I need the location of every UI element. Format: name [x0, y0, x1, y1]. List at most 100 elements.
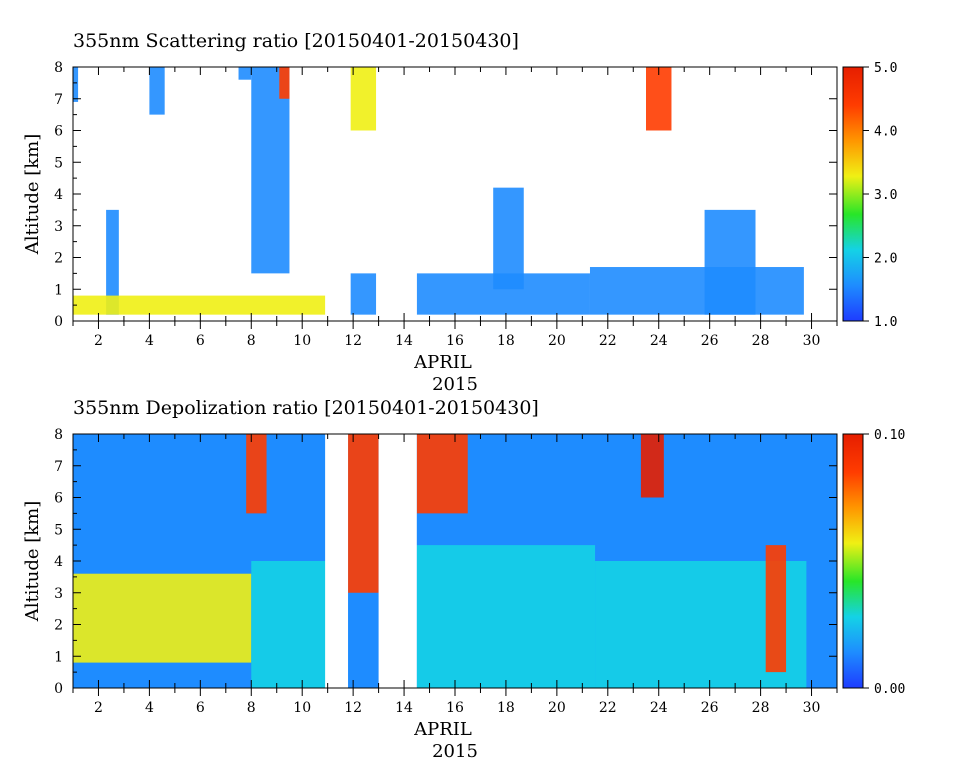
- depolization-ratio-xlabel: APRIL: [413, 719, 472, 740]
- colorbar-tick-label: 1.0: [874, 315, 897, 330]
- x-tick-label: 2: [94, 333, 103, 349]
- x-tick-label: 30: [803, 333, 821, 349]
- no-data-gap-1: [378, 434, 417, 688]
- x-tick-label: 4: [145, 333, 154, 349]
- x-tick-label: 28: [752, 333, 770, 349]
- x-tick-label: 6: [196, 333, 205, 349]
- x-tick-label: 22: [599, 333, 617, 349]
- x-tick-label: 26: [701, 333, 719, 349]
- scattering-ratio-x-ticks: 2 4 6 8 10 12 14 16 18 20 22 24 26 28 30: [72, 67, 838, 349]
- scattering-ratio-xlabel-year: 2015: [432, 374, 478, 395]
- colorbar-tick-label: 5.0: [874, 61, 897, 76]
- colorbar-tick-label: 4.0: [874, 125, 897, 140]
- x-tick-label: 10: [293, 700, 311, 716]
- x-tick-label: 24: [650, 333, 668, 349]
- depolization-ratio-ylabel: Altitude [km]: [22, 501, 43, 623]
- feature-cell-6: [350, 67, 377, 131]
- feature-cell-2: [251, 561, 328, 688]
- scattering-ratio-y-ticks: 0 1 2 3 4 5 6 7 8: [54, 60, 837, 330]
- colorbar-tick-label: 0.10: [874, 428, 905, 443]
- depolization-ratio-xlabel-year: 2015: [432, 741, 478, 762]
- x-tick-label: 12: [344, 333, 362, 349]
- feature-cell-13: [73, 295, 328, 315]
- x-tick-label: 4: [145, 700, 154, 716]
- x-tick-label: 8: [247, 700, 256, 716]
- x-tick-label: 16: [446, 333, 464, 349]
- x-tick-label: 24: [650, 700, 668, 716]
- x-tick-label: 30: [803, 700, 821, 716]
- y-tick-label: 3: [54, 586, 63, 602]
- feature-cell-4: [348, 434, 379, 593]
- x-tick-label: 18: [497, 700, 515, 716]
- y-tick-label: 6: [54, 491, 63, 507]
- y-tick-label: 4: [54, 187, 63, 203]
- colorbar-tick-label: 3.0: [874, 188, 897, 203]
- feature-cell-6: [416, 434, 468, 514]
- feature-cell-0: [73, 434, 328, 561]
- x-tick-label: 12: [344, 700, 362, 716]
- y-tick-label: 2: [54, 251, 63, 267]
- depolization-ratio-x-ticks: 2 4 6 8 10 12 14 16 18 20 22 24 26 28 30: [72, 434, 838, 716]
- y-tick-label: 8: [54, 427, 63, 443]
- scattering-ratio-colorbar: 1.0 2.0 3.0 4.0 5.0: [842, 61, 897, 330]
- x-tick-label: 22: [599, 700, 617, 716]
- depolization-ratio-y-ticks: 0 1 2 3 4 5 6 7 8: [54, 427, 837, 697]
- y-tick-label: 5: [54, 155, 63, 171]
- no-data-gap-1: [378, 67, 417, 321]
- x-tick-label: 10: [293, 333, 311, 349]
- y-tick-label: 7: [54, 92, 63, 108]
- x-tick-label: 14: [395, 700, 413, 716]
- x-tick-label: 20: [548, 333, 566, 349]
- x-tick-label: 6: [196, 700, 205, 716]
- y-tick-label: 1: [54, 649, 63, 665]
- x-tick-label: 18: [497, 333, 515, 349]
- x-tick-label: 28: [752, 700, 770, 716]
- x-tick-label: 26: [701, 700, 719, 716]
- depolization-ratio-colorbar-gradient: [842, 433, 864, 689]
- y-tick-label: 0: [54, 681, 63, 697]
- x-tick-label: 20: [548, 700, 566, 716]
- scattering-ratio-colorbar-gradient: [842, 66, 864, 322]
- feature-cell-10: [589, 267, 804, 315]
- y-tick-label: 3: [54, 219, 63, 235]
- scattering-ratio-ylabel: Altitude [km]: [22, 134, 43, 256]
- depolization-ratio-panel: 355nm Depolization ratio [20150401-20150…: [22, 397, 905, 762]
- feature-cell-2: [238, 67, 252, 80]
- y-tick-label: 6: [54, 124, 63, 140]
- feature-cell-7: [350, 273, 377, 315]
- depolization-ratio-colorbar: 0.00 0.10: [842, 428, 905, 697]
- y-tick-label: 5: [54, 522, 63, 538]
- y-tick-label: 1: [54, 282, 63, 298]
- feature-cell-1: [73, 573, 252, 663]
- feature-cell-3: [246, 434, 267, 514]
- y-tick-label: 8: [54, 60, 63, 76]
- colorbar-tick-label: 0.00: [874, 682, 905, 697]
- depolization-ratio-plot-area: [73, 434, 837, 688]
- y-tick-label: 2: [54, 618, 63, 634]
- feature-cell-3: [251, 67, 290, 274]
- no-data-gap-0: [325, 67, 351, 321]
- feature-cell-12: [646, 67, 672, 131]
- feature-cell-11: [704, 209, 756, 315]
- x-tick-label: 14: [395, 333, 413, 349]
- feature-cell-8: [640, 434, 664, 498]
- no-data-gap-0: [325, 434, 349, 688]
- feature-cell-4: [279, 67, 290, 99]
- feature-cell-5: [416, 545, 596, 688]
- colorbar-tick-label: 2.0: [874, 252, 897, 267]
- scattering-ratio-plot-area: [73, 67, 837, 321]
- scattering-ratio-xlabel: APRIL: [413, 352, 472, 373]
- feature-cell-0: [73, 67, 79, 102]
- y-tick-label: 4: [54, 554, 63, 570]
- feature-cell-9: [493, 187, 524, 290]
- x-tick-label: 2: [94, 700, 103, 716]
- scattering-ratio-panel: 355nm Scattering ratio [20150401-2015043…: [22, 30, 897, 395]
- feature-cell-1: [149, 67, 165, 115]
- depolization-ratio-title: 355nm Depolization ratio [20150401-20150…: [73, 397, 539, 419]
- scattering-ratio-title: 355nm Scattering ratio [20150401-2015043…: [73, 30, 519, 52]
- feature-cell-9: [765, 545, 787, 673]
- y-tick-label: 0: [54, 314, 63, 330]
- x-tick-label: 16: [446, 700, 464, 716]
- x-tick-label: 8: [247, 333, 256, 349]
